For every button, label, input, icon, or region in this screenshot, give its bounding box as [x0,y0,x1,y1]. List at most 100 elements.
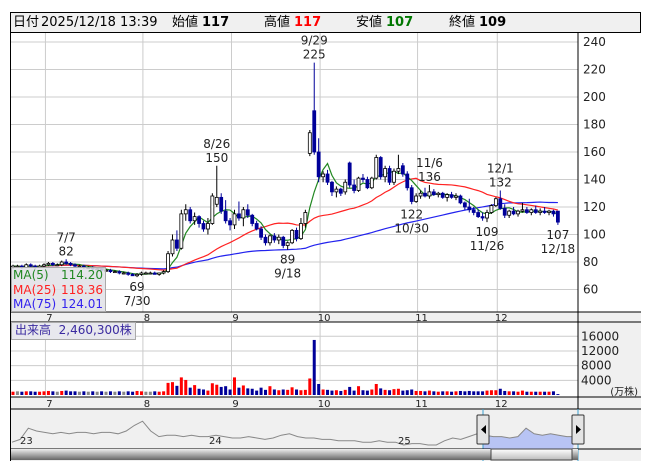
price-tick-label: 160 [583,145,606,159]
month-tick-label: 7 [46,313,52,324]
candle [396,154,401,174]
navigator-year-label: 24 [209,436,222,447]
candle [143,271,148,275]
candle-body [219,196,224,212]
volume-bar [113,391,117,395]
volume-tick-label: 16000 [581,329,619,343]
volume-bar [38,391,42,395]
candle [480,212,485,221]
volume-bar [454,391,458,395]
volume-bar [295,389,299,395]
candle-body [551,210,556,215]
volume-bar [162,391,166,395]
candle-body [299,223,303,240]
candle-body [148,272,153,275]
candle-body [343,181,348,193]
month-tick-label: 7 [46,399,52,410]
candle-body [307,132,312,154]
volume-bar [489,390,493,395]
volume-bar [104,391,108,395]
price-axis-bg [578,33,641,312]
scrollbar-thumb[interactable] [490,448,573,461]
candle-body [405,173,410,189]
volume-bar [494,390,498,395]
volume-tick-label: 8000 [581,359,612,373]
volume-bar [543,391,547,395]
volume-bar [122,391,126,395]
annotation-price: 82 [59,244,74,258]
ma25-value: 118.36 [61,282,103,297]
candle [405,171,410,191]
volume-bar [334,390,338,395]
candle [555,210,560,225]
high-value: 117 [294,15,322,30]
volume-bar [126,391,130,395]
volume-bar [463,391,467,395]
volume-bar [241,385,245,395]
candle-body [418,192,423,197]
volume-bar [11,391,15,395]
candle [445,193,450,202]
volume-bar [228,389,232,395]
candle [498,190,503,210]
candle [299,218,303,240]
volume-bar [100,391,104,395]
volume-bar [445,391,449,395]
candle [121,271,126,275]
candle [201,220,206,232]
volume-bar [343,389,347,395]
ma5-value: 114.20 [61,268,103,282]
volume-bar [299,390,303,395]
candle [365,176,370,190]
candle [356,176,361,192]
volume-bar [441,391,445,395]
price-tick-label: 140 [583,173,606,187]
month-tick-label: 8 [144,313,150,324]
candle-body [259,228,263,238]
ma25-label: MA(25) [13,282,57,297]
volume-bar [215,384,219,395]
annotation-date: 9/29 [301,34,328,48]
candle-body [303,212,308,224]
candle-body [476,212,481,218]
volume-bar [233,377,236,395]
candle-body [139,272,144,275]
candle-body [356,177,361,191]
volume-bar [379,388,383,395]
candle [73,263,77,268]
volume-bar [317,383,321,395]
candle-body [42,264,46,267]
candle-body [143,272,148,275]
volume-bar [55,391,59,395]
volume-bar [193,385,197,395]
candle-body [383,168,388,178]
candle-body [245,209,250,216]
candle-body [387,168,392,183]
candle [276,234,281,245]
volume-bar [281,389,285,395]
candle [547,209,551,216]
candle-body [112,271,117,274]
volume-bar [157,391,161,395]
annotation-price: 150 [205,151,228,165]
volume-label: 出来高 2,460,300株 [11,322,136,340]
candle [157,272,162,276]
open-value: 117 [202,15,230,30]
left-arrow-icon [481,425,486,434]
candle-body [250,214,255,224]
volume-unit-label: (万株) [610,385,638,398]
datetime: 2025/12/18 13:39 [41,15,158,30]
annotation-price: 225 [303,48,326,62]
candle [68,262,73,267]
candle-body [458,195,463,204]
volume-bar [77,391,81,395]
month-tick-label: 9 [232,399,238,410]
candle [321,171,326,183]
candle-body [440,192,445,198]
month-tick-label: 12 [495,313,508,324]
volume-bar [264,389,268,395]
candle-body [263,236,268,244]
price-tick-label: 200 [583,90,606,104]
candle-body [480,216,485,219]
